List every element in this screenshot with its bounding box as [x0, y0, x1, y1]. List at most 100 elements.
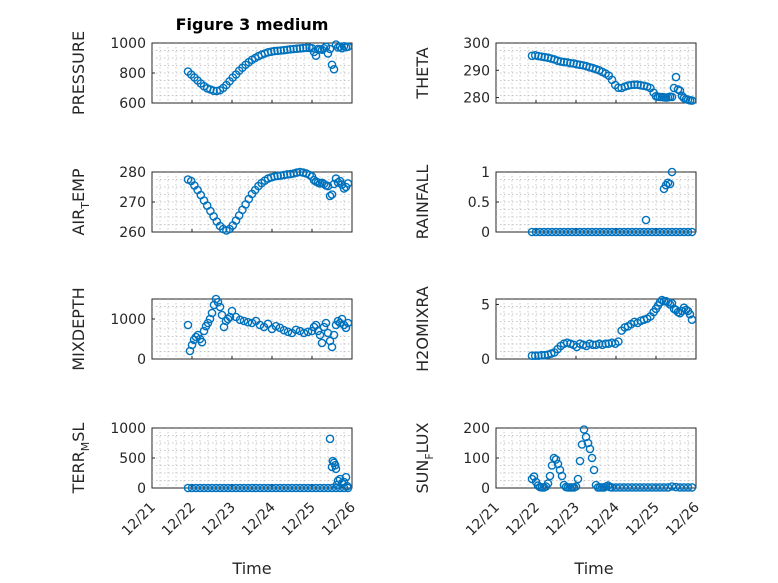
data-point	[615, 483, 625, 492]
data-point	[635, 483, 645, 492]
y-tick-label: 280	[119, 165, 146, 181]
data-point	[587, 453, 597, 463]
data-point	[335, 42, 345, 52]
data-point	[263, 483, 273, 493]
data-point	[571, 482, 581, 491]
data-point	[687, 483, 697, 492]
y-tick-label: 260	[119, 225, 146, 241]
data-point	[203, 318, 213, 328]
data-point	[659, 483, 669, 492]
data-point	[243, 483, 253, 493]
data-point	[191, 332, 201, 342]
data-point	[587, 227, 597, 237]
data-point	[659, 227, 669, 237]
data-point	[619, 483, 629, 492]
data-point	[191, 483, 201, 493]
data-point	[291, 325, 301, 335]
data-point	[683, 483, 693, 492]
data-point	[603, 227, 613, 237]
data-point	[227, 306, 237, 316]
data-point	[235, 315, 245, 325]
x-tick-label: 12/26	[319, 499, 359, 539]
data-point	[667, 299, 677, 308]
data-point	[303, 327, 313, 337]
data-point	[207, 308, 217, 318]
data-point	[535, 227, 545, 237]
data-point	[331, 320, 341, 330]
data-point	[199, 483, 209, 493]
data-point	[325, 44, 335, 54]
data-point	[537, 350, 546, 360]
data-point	[619, 227, 629, 237]
data-point	[643, 483, 653, 492]
y-tick-label: 100	[463, 451, 490, 467]
data-point	[663, 297, 673, 307]
data-point	[575, 227, 585, 237]
data-point	[534, 351, 543, 361]
data-point	[299, 483, 309, 493]
data-point	[529, 472, 539, 481]
data-point	[283, 327, 293, 337]
x-tick-label: 12/22	[503, 500, 543, 540]
data-point	[295, 326, 305, 336]
data-point	[675, 483, 685, 492]
data-point	[611, 483, 621, 492]
data-point	[282, 170, 292, 179]
data-point	[292, 44, 302, 54]
data-point	[563, 227, 573, 237]
data-point	[325, 434, 335, 444]
data-point	[647, 227, 657, 237]
data-point	[589, 465, 599, 475]
data-point	[199, 326, 209, 336]
data-point	[591, 227, 601, 237]
x-tick-label: 12/24	[239, 499, 279, 539]
data-point	[295, 44, 305, 53]
data-point	[623, 483, 633, 492]
data-point	[655, 297, 665, 307]
y-tick-label: 0	[481, 225, 490, 241]
data-point	[687, 315, 697, 325]
data-point	[675, 227, 685, 237]
figure-title: Figure 3 medium	[176, 15, 329, 34]
data-point	[270, 172, 279, 181]
data-point	[292, 168, 302, 177]
x-tick-label: 12/23	[199, 500, 239, 540]
data-point	[643, 227, 653, 237]
data-point	[575, 456, 585, 466]
data-point	[607, 227, 617, 237]
data-point	[530, 351, 540, 361]
data-point	[671, 227, 681, 237]
data-point	[231, 483, 241, 493]
data-point	[603, 481, 613, 490]
y-tick-label: 0	[481, 481, 490, 497]
y-axis-label: AIRTEMP	[69, 168, 92, 235]
data-point	[187, 340, 197, 350]
data-point	[667, 92, 677, 102]
data-point	[203, 483, 213, 493]
data-point	[599, 227, 609, 237]
data-point	[266, 47, 276, 57]
data-point	[289, 44, 298, 54]
data-point	[679, 483, 689, 492]
data-point	[651, 483, 661, 492]
data-point	[279, 45, 289, 55]
data-point	[571, 227, 581, 237]
data-point	[227, 483, 237, 493]
data-point	[623, 81, 633, 90]
data-point	[315, 330, 325, 340]
data-point	[251, 483, 261, 493]
y-axis-label: THETA	[413, 47, 432, 99]
data-point	[627, 227, 637, 237]
data-point	[527, 227, 537, 237]
data-point	[555, 227, 565, 237]
y-tick-label: 0	[137, 481, 146, 497]
data-point	[341, 323, 351, 333]
data-point	[243, 317, 253, 327]
data-point	[321, 318, 331, 328]
data-point	[607, 483, 617, 492]
data-point	[331, 464, 341, 474]
data-point	[283, 483, 293, 493]
data-point	[639, 483, 649, 492]
data-point	[543, 479, 553, 488]
data-point	[187, 483, 197, 493]
